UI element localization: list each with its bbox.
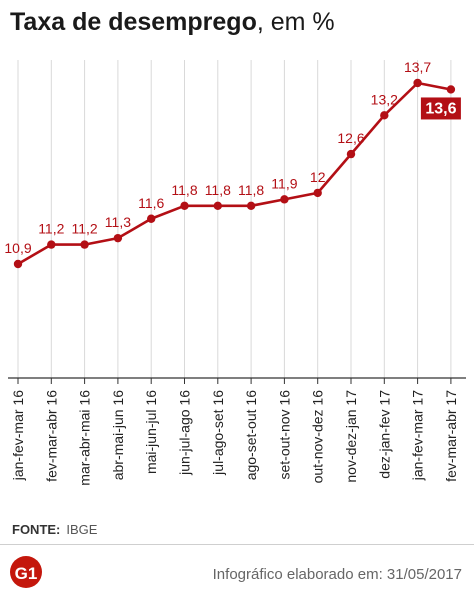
data-point [413, 78, 422, 88]
footer-divider [0, 544, 474, 545]
data-label: 11,8 [171, 182, 197, 198]
data-label: 12 [310, 169, 326, 185]
data-label: 10,9 [4, 240, 31, 256]
data-label: 11,8 [205, 182, 231, 198]
x-tick-label: mar-abr-mai 16 [77, 390, 93, 486]
x-tick-label: jan-fev-mar 16 [10, 390, 26, 481]
highlight-label-bg [420, 97, 461, 120]
x-tick-label: nov-dez-jan 17 [343, 390, 359, 483]
data-label: 13,6 [425, 100, 456, 117]
data-point [13, 259, 23, 269]
x-tick-label: mai-jun-jul 16 [143, 390, 159, 474]
x-tick-label: out-nov-dez 16 [310, 390, 326, 484]
data-point [313, 188, 322, 198]
x-tick-label: jan-fev-mar 17 [410, 390, 426, 481]
data-point [180, 201, 189, 211]
data-point [380, 111, 389, 120]
chart-title: Taxa de desemprego, em % [10, 8, 335, 37]
logo-text: G1 [15, 564, 38, 583]
x-tick-label: jul-ago-set 16 [210, 390, 226, 476]
source-value: IBGE [66, 522, 98, 537]
x-tick-label: fev-mar-abr 17 [443, 390, 459, 482]
x-tick-label: dez-jan-fev 17 [376, 390, 392, 479]
x-tick-label: ago-set-out 16 [243, 390, 259, 480]
data-label: 13,7 [404, 59, 431, 75]
data-point [280, 195, 289, 204]
data-point [346, 149, 356, 159]
data-label: 11,9 [271, 175, 297, 191]
data-point [213, 201, 222, 211]
x-tick-label: set-out-nov 16 [276, 390, 292, 480]
data-label: 11,8 [238, 182, 264, 198]
data-point [246, 201, 256, 211]
title-main: Taxa de desemprego [10, 8, 257, 36]
data-label: 11,2 [71, 221, 97, 237]
data-point [147, 214, 156, 223]
x-tick-label: fev-mar-abr 16 [43, 390, 59, 482]
x-tick-label: jun-jul-ago 16 [177, 390, 193, 476]
data-label: 11,3 [105, 214, 131, 230]
series-line [17, 81, 452, 266]
source-note: FONTE: IBGE [12, 522, 97, 537]
source-label: FONTE: [12, 522, 61, 537]
g1-logo: G1 [10, 556, 42, 588]
data-point [47, 240, 56, 249]
line-chart: jan-fev-mar 16 fev-mar-abr 16 mar-abr-mai … [4, 59, 466, 486]
data-point [80, 240, 89, 249]
data-point [446, 85, 456, 94]
data-label: 11,6 [138, 195, 164, 211]
credit-text: Infográfico elaborado em: 31/05/2017 [212, 566, 462, 583]
x-tick-label: abr-mai-jun 16 [110, 390, 126, 480]
title-unit: , em % [256, 8, 335, 36]
data-label: 12,6 [337, 130, 364, 146]
data-label: 11,2 [38, 221, 64, 237]
data-point [113, 233, 123, 243]
data-label: 13,2 [371, 91, 398, 107]
